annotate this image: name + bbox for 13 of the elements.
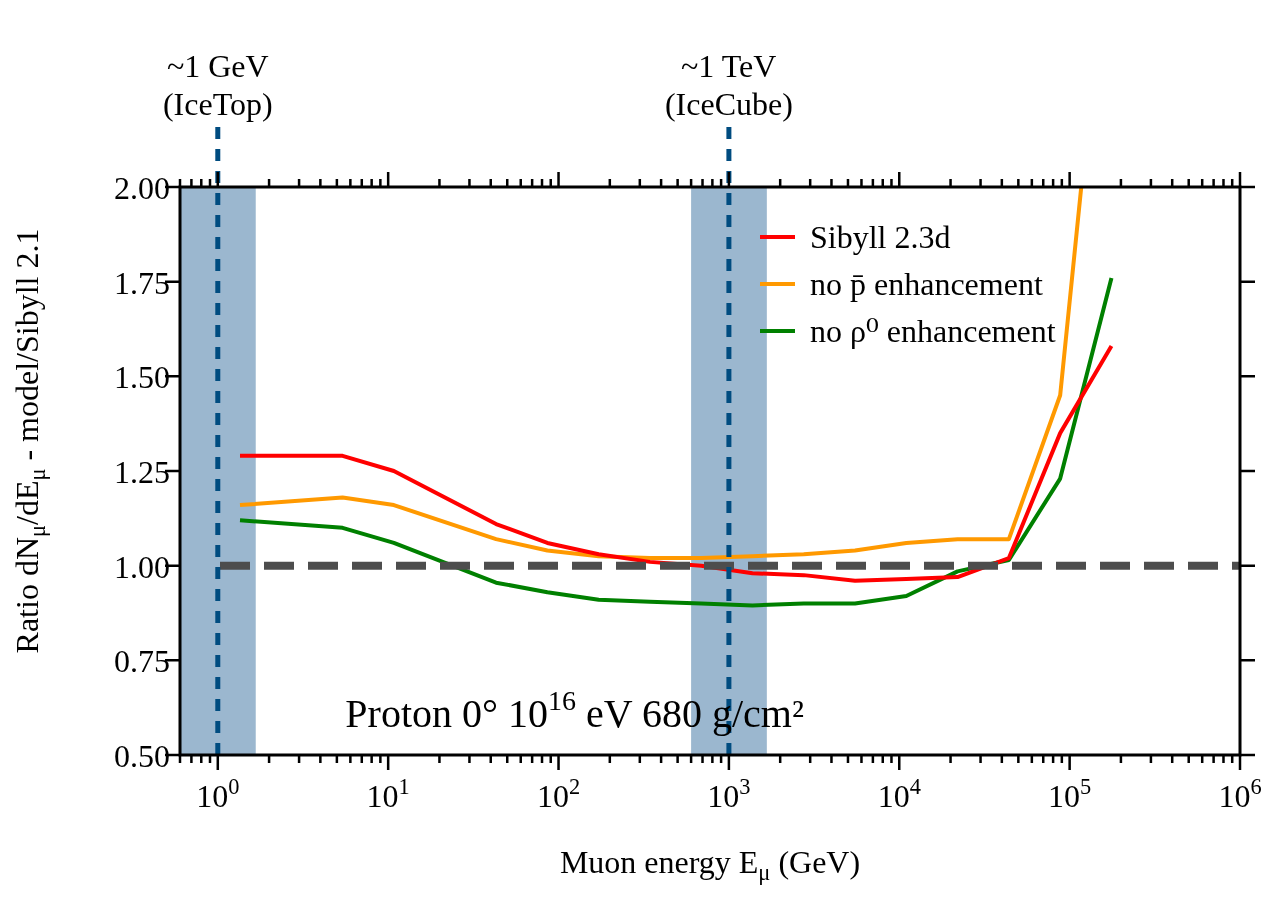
y-tick-label: 2.00 (114, 170, 170, 206)
y-axis-title: Ratio dNμ/dEμ - model/Sibyll 2.1 (9, 228, 51, 654)
legend-label: no p̄ enhancement (810, 266, 1043, 302)
y-tick-label: 0.75 (114, 643, 170, 680)
legend-label: no ρ⁰ enhancement (810, 313, 1056, 349)
legend-label: Sibyll 2.3d (810, 219, 951, 255)
y-tick-label: 1.75 (114, 264, 170, 301)
ref-line-label: ~1 GeV (IceTop) (162, 48, 273, 122)
y-tick-label: 1.00 (114, 548, 170, 585)
ref-line-label: ~1 TeV (IceCube) (664, 48, 793, 122)
y-tick-label: 0.50 (114, 738, 170, 774)
y-tick-label: 1.50 (114, 359, 170, 396)
y-tick-label: 1.25 (114, 454, 170, 490)
